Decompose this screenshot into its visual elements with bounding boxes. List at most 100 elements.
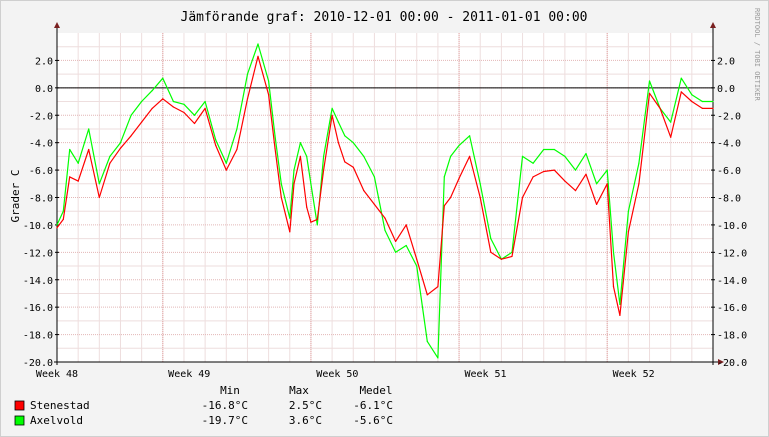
data-point (564, 155, 566, 157)
data-point (416, 265, 418, 267)
data-point (236, 148, 238, 151)
data-point (469, 155, 471, 157)
data-point (56, 224, 58, 226)
legend-max-value: 3.6°C (289, 414, 322, 427)
data-point (293, 183, 295, 185)
data-point (98, 196, 100, 199)
data-point (352, 142, 354, 144)
x-tick-label: Week 48 (36, 369, 78, 380)
data-point (69, 176, 71, 178)
y-tick-label-left: -4.0 (29, 139, 53, 150)
data-point (574, 190, 577, 192)
data-point (193, 114, 196, 116)
data-point (479, 196, 481, 199)
data-point (619, 314, 621, 316)
data-point (363, 155, 365, 157)
data-point (204, 100, 206, 103)
data-point (691, 94, 693, 96)
data-point (323, 155, 325, 157)
data-point (98, 183, 100, 185)
data-point (585, 173, 587, 175)
data-point (712, 107, 714, 109)
data-point (437, 286, 439, 288)
data-point (306, 155, 308, 157)
data-point (306, 206, 308, 208)
data-point (373, 176, 375, 178)
data-point (532, 176, 534, 178)
data-point (151, 107, 153, 109)
data-point (280, 183, 282, 185)
y-tick-label-left: -12.0 (23, 248, 53, 259)
data-point (289, 217, 291, 219)
data-point (316, 224, 318, 226)
data-point (405, 244, 407, 247)
y-tick-label-right: -2.0 (717, 111, 741, 122)
data-point (479, 183, 481, 185)
data-point (289, 231, 291, 233)
data-point (162, 77, 164, 79)
data-point (109, 162, 111, 164)
legend-max-value: 2.5°C (289, 399, 322, 412)
data-point (172, 100, 174, 103)
axes: 2.0 2.0 0.0 0.0 -2.0 -2.0 -4.0 -4.0 -6.0 -6.0 -8.0… (23, 22, 747, 380)
data-point (395, 251, 397, 253)
data-point (426, 340, 428, 342)
data-point (712, 100, 714, 103)
data-point (310, 183, 312, 185)
y-tick-label-right: -4.0 (717, 139, 741, 150)
data-point (183, 111, 185, 114)
data-point (109, 155, 111, 157)
data-point (585, 153, 587, 155)
legend-swatch-stenestad (14, 400, 25, 411)
data-point (612, 286, 615, 288)
data-point (225, 169, 227, 171)
data-point (443, 205, 445, 207)
data-point (553, 169, 555, 171)
y-tick-label-right: 2.0 (717, 56, 735, 67)
data-point (450, 196, 452, 199)
x-tick-label: Week 51 (464, 369, 506, 380)
y-tick-label-left: -14.0 (23, 276, 53, 287)
data-point (331, 107, 333, 109)
legend-label-stenestad: Stenestad (30, 399, 90, 412)
data-point (246, 98, 249, 100)
data-point (204, 107, 206, 109)
data-point (141, 100, 143, 103)
data-point (670, 136, 672, 138)
legend-header-min: Min (220, 384, 240, 397)
data-point (293, 169, 295, 171)
data-point (532, 162, 534, 164)
data-point (246, 73, 249, 75)
data-point (638, 162, 640, 164)
legend-label-axelvold: Axelvold (30, 414, 83, 427)
data-point (274, 147, 276, 149)
data-point (437, 357, 439, 359)
data-point (56, 227, 58, 229)
data-point (172, 106, 174, 108)
data-point (612, 251, 615, 253)
y-tick-label-right: -20.0 (717, 358, 747, 369)
data-point (384, 217, 386, 219)
data-point (659, 107, 661, 109)
data-point (373, 203, 375, 205)
chart-title: Jämförande graf: 2010-12-01 00:00 - 2011… (181, 10, 588, 25)
data-point (344, 135, 346, 137)
data-point (215, 139, 217, 141)
legend-swatch-axelvold (14, 415, 25, 426)
data-point (316, 218, 318, 220)
y-tick-label-left: -2.0 (29, 111, 53, 122)
data-point (130, 114, 132, 116)
data-point (323, 169, 325, 171)
data-point (680, 91, 682, 93)
y-tick-label-left: 0.0 (35, 84, 53, 95)
data-point (274, 135, 276, 137)
y-tick-label-right: -10.0 (717, 221, 747, 232)
data-point (564, 180, 566, 182)
y-tick-label-left: -10.0 (23, 221, 53, 232)
data-point (331, 114, 333, 116)
data-point (627, 210, 630, 212)
data-point (606, 183, 608, 185)
data-point (670, 121, 672, 123)
